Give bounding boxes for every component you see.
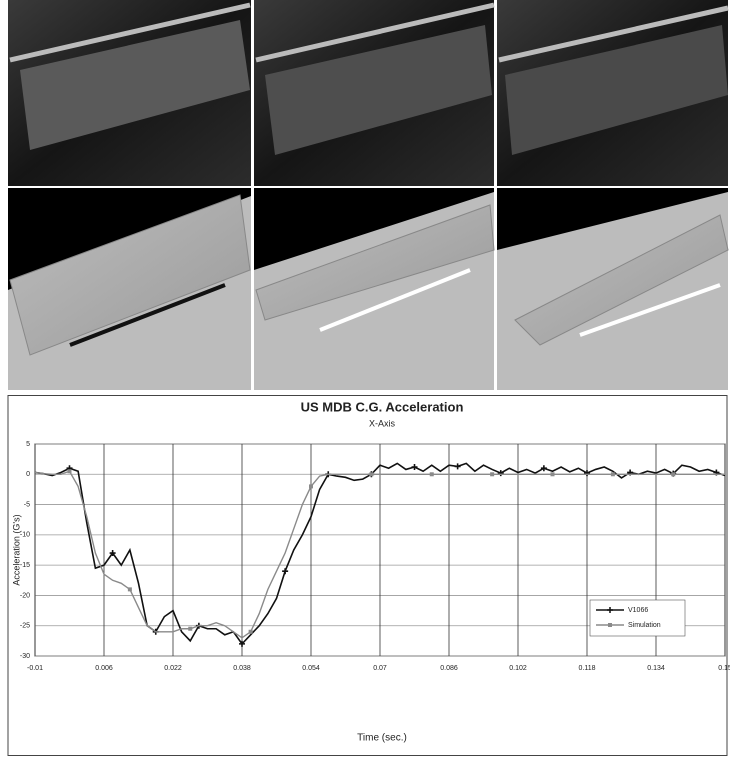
- legend-box: [589, 599, 686, 637]
- legend-marker: [608, 623, 612, 627]
- point-marker: [239, 640, 245, 647]
- x-tick-label: 0.15: [718, 665, 730, 672]
- photo-panels: [8, 0, 729, 390]
- x-tick-label: 0.022: [164, 665, 182, 672]
- point-marker: [411, 464, 418, 471]
- point-marker: [67, 469, 72, 474]
- y-tick-label: -10: [20, 532, 30, 539]
- x-tick-label: 0.054: [302, 665, 320, 672]
- y-tick-label: -25: [20, 623, 30, 630]
- y-tick-label: -15: [20, 562, 30, 569]
- legend-label: V1066: [628, 607, 648, 614]
- point-marker: [490, 472, 495, 477]
- x-tick-label: 0.102: [509, 665, 527, 672]
- y-tick-label: -30: [20, 653, 30, 660]
- x-tick-label: 0.07: [373, 665, 387, 672]
- chart: US MDB C.G. Acceleration X-Axis Time (se…: [7, 395, 730, 756]
- legend: V1066 Simulation: [589, 599, 686, 637]
- point-marker: [282, 568, 289, 575]
- point-marker: [109, 550, 116, 557]
- series-line: [34, 470, 725, 639]
- point-marker: [497, 470, 504, 477]
- point-marker: [584, 470, 590, 477]
- chart-title: US MDB C.G. Acceleration: [301, 399, 464, 414]
- chart-subtitle: X-Axis: [369, 418, 396, 428]
- point-marker: [309, 484, 313, 489]
- x-tick-label: 0.118: [579, 665, 596, 672]
- x-tick-label: -0.01: [27, 665, 43, 672]
- x-axis-label: Time (sec.): [357, 733, 407, 744]
- x-tick-label: 0.086: [440, 665, 458, 672]
- y-axis-label: Acceleration (G's): [11, 514, 21, 585]
- point-marker: [429, 472, 434, 477]
- photo-row-top: [8, 0, 729, 186]
- legend-label: Simulation: [628, 622, 661, 629]
- y-tick-label: -5: [24, 501, 30, 508]
- point-marker: [610, 472, 615, 477]
- point-marker: [540, 465, 547, 472]
- point-marker: [454, 463, 461, 470]
- y-tick-label: -20: [20, 592, 30, 599]
- point-marker: [671, 472, 676, 477]
- point-marker: [127, 587, 132, 592]
- legend-marker: [607, 607, 613, 613]
- point-marker: [369, 472, 374, 477]
- y-tick-label: 0: [26, 471, 30, 478]
- point-marker: [550, 472, 555, 477]
- x-tick-label: 0.006: [95, 665, 113, 672]
- point-marker: [188, 626, 193, 631]
- x-tick-label: 0.134: [647, 665, 665, 672]
- x-tick-label: 0.038: [233, 665, 251, 672]
- photo-row-bottom: [8, 188, 729, 390]
- y-tick-label: 5: [26, 441, 30, 448]
- point-marker: [248, 629, 253, 634]
